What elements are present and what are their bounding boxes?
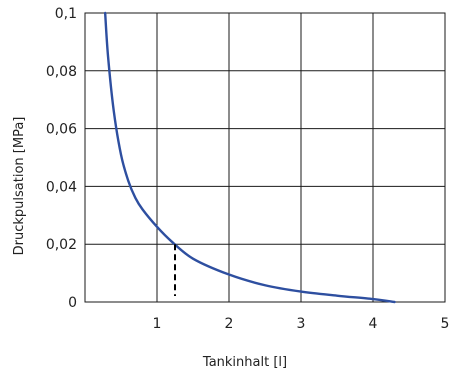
grid	[85, 13, 445, 302]
x-tick-label: 2	[225, 316, 234, 332]
y-tick-label: 0,06	[46, 122, 77, 138]
y-ticks: 0 0,02 0,04 0,06 0,08 0,1	[46, 6, 77, 311]
x-tick-label: 4	[369, 316, 378, 332]
x-axis-label: Tankinhalt [l]	[202, 355, 287, 370]
pressure-curve	[103, 11, 396, 304]
y-axis-label: Druckpulsation [MPa]	[12, 117, 27, 256]
y-tick-label: 0,02	[46, 237, 77, 253]
y-tick-label: 0,04	[46, 179, 77, 195]
x-ticks: 1 2 3 4 5	[153, 316, 450, 332]
x-tick-label: 1	[153, 316, 162, 332]
y-tick-label: 0,08	[46, 64, 77, 80]
y-tick-label: 0	[68, 295, 77, 311]
plot-frame	[84, 12, 446, 303]
x-tick-label: 3	[297, 316, 306, 332]
x-tick-label: 5	[441, 316, 450, 332]
y-tick-label: 0,1	[55, 6, 77, 22]
